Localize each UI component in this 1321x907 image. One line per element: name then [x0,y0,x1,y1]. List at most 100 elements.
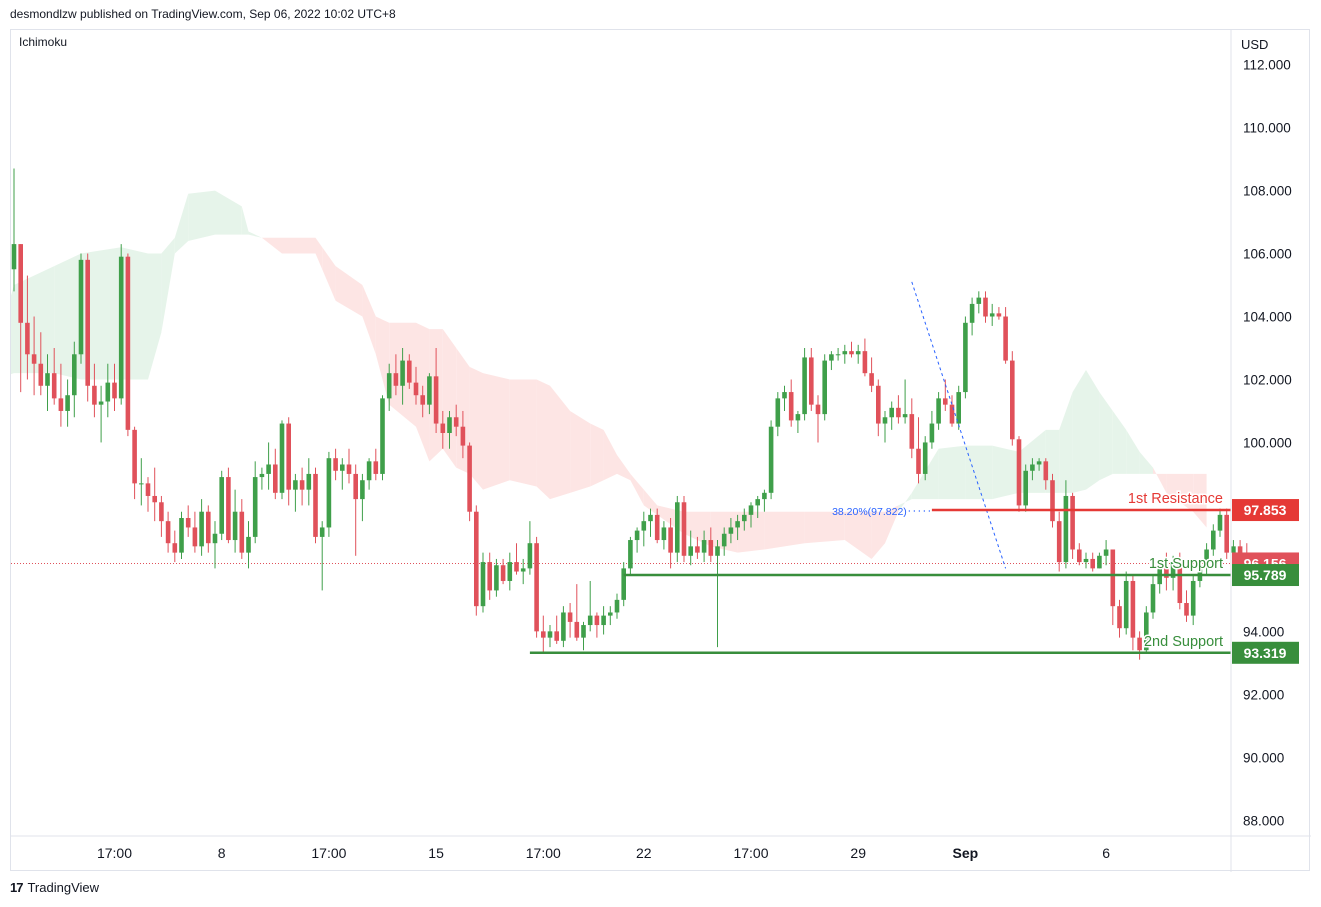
candle-up[interactable] [1030,464,1035,471]
candle-up[interactable] [795,414,801,421]
candle-down[interactable] [226,477,231,541]
candle-up[interactable] [118,256,124,399]
candle-up[interactable] [259,473,265,478]
candle-down[interactable] [567,612,573,622]
candle-up[interactable] [366,461,372,481]
candle-up[interactable] [494,565,499,591]
candle-up[interactable] [835,354,841,356]
candle-up[interactable] [587,615,593,626]
candle-up[interactable] [969,303,975,323]
candle-down[interactable] [92,385,97,405]
candle-up[interactable] [922,442,928,474]
candle-down[interactable] [31,354,37,364]
candle-up[interactable] [72,354,77,396]
candle-up[interactable] [561,612,566,641]
candle-up[interactable] [614,599,620,613]
candle-down[interactable] [876,385,881,424]
candle-up[interactable] [1083,558,1089,563]
candle-up[interactable] [1190,580,1196,616]
candle-up[interactable] [212,533,218,544]
candle-up[interactable] [326,458,332,528]
candle-down[interactable] [420,395,425,405]
candle-up[interactable] [386,373,392,399]
candle-up[interactable] [929,423,935,443]
candle-up[interactable] [219,477,224,534]
candle-down[interactable] [1137,637,1142,651]
candle-up[interactable] [65,395,70,411]
candle-up[interactable] [1211,530,1216,550]
candle-up[interactable] [527,543,533,569]
candle-up[interactable] [829,354,834,361]
candle-down[interactable] [152,495,157,503]
candle-down[interactable] [1184,603,1189,616]
candle-down[interactable] [534,543,539,632]
chart-frame[interactable]: Ichimoku 38.20%(97.822) 1st Resistance 1st … [10,29,1311,872]
candle-up[interactable] [1231,546,1236,553]
candle-up[interactable] [641,521,647,531]
candle-up[interactable] [608,612,613,616]
candle-down[interactable] [1090,558,1095,569]
candle-up[interactable] [802,357,807,415]
candle-up[interactable] [661,527,667,541]
candle-up[interactable] [621,568,626,600]
candle-up[interactable] [628,540,633,569]
resistance-price-badge[interactable] [1232,499,1299,522]
candle-up[interactable] [380,398,385,474]
candle-up[interactable] [1197,565,1203,581]
candle-down[interactable] [909,414,915,449]
candle-down[interactable] [206,511,211,544]
candle-down[interactable] [1237,546,1243,556]
candle-down[interactable] [1016,439,1022,506]
candle-up[interactable] [889,407,894,418]
price-chart[interactable]: Ichimoku 38.20%(97.822) 1st Resistance 1st … [11,30,1311,872]
candle-down[interactable] [1130,580,1136,638]
candle-down[interactable] [862,351,868,374]
candle-down[interactable] [413,382,419,396]
candle-up[interactable] [842,351,848,355]
candle-up[interactable] [279,423,285,493]
candle-up[interactable] [232,511,238,541]
candle-down[interactable] [500,565,506,581]
candle-down[interactable] [474,511,479,607]
candle-down[interactable] [1164,568,1169,578]
candle-down[interactable] [433,376,439,424]
candle-up[interactable] [427,376,432,405]
candle-down[interactable] [1224,514,1229,553]
candle-down[interactable] [1110,549,1116,607]
candle-up[interactable] [1204,549,1209,566]
candle-up[interactable] [721,533,727,547]
candle-up[interactable] [1097,555,1102,569]
candle-up[interactable] [98,401,104,405]
candle-down[interactable] [333,458,338,471]
candle-down[interactable] [708,540,714,556]
candle-up[interactable] [775,398,781,427]
candle-up[interactable] [1123,580,1129,629]
candle-down[interactable] [896,407,901,418]
candle-up[interactable] [340,464,345,471]
candle-down[interactable] [1056,521,1062,563]
candle-down[interactable] [346,464,352,474]
candle-up[interactable] [902,414,908,418]
candle-up[interactable] [319,527,325,537]
candle-down[interactable] [849,351,854,355]
candle-down[interactable] [440,423,446,433]
candle-up[interactable] [688,546,693,556]
candle-up[interactable] [252,477,258,537]
candle-down[interactable] [51,373,57,399]
candle-up[interactable] [755,499,760,506]
candle-up[interactable] [742,514,747,522]
candle-up[interactable] [1150,584,1156,613]
candle-down[interactable] [695,546,700,553]
candle-up[interactable] [105,382,111,402]
candle-down[interactable] [1177,562,1183,604]
candle-up[interactable] [1036,461,1042,465]
candle-up[interactable] [648,514,653,522]
candle-up[interactable] [45,373,50,386]
candle-up[interactable] [1103,549,1109,556]
candle-down[interactable] [1043,461,1049,481]
candle-up[interactable] [179,518,184,553]
candle-down[interactable] [299,480,305,490]
fib-trend-line[interactable] [911,281,1007,569]
candle-down[interactable] [681,502,687,556]
candle-down[interactable] [916,448,921,474]
